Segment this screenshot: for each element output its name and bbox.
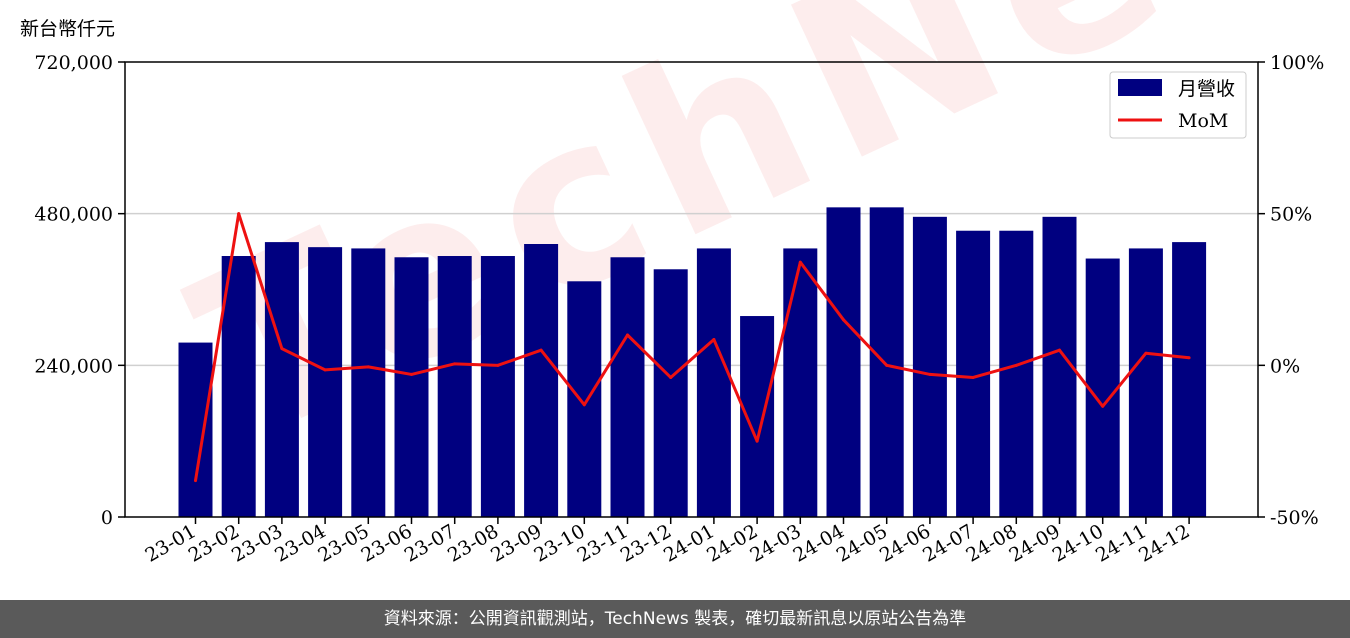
mom-point-23-02 — [237, 212, 241, 216]
revenue-chart: 0 240,000 480,000 720,000 -50% 0% 50% 100% 23-… — [34, 52, 1324, 567]
left-tick-label: 480,000 — [34, 204, 113, 226]
right-tick-label: -50% — [1270, 507, 1319, 529]
legend-label-mom: MoM — [1178, 110, 1228, 132]
bar-24-11 — [1128, 248, 1163, 517]
mom-point-24-05 — [885, 363, 889, 367]
legend-swatch-revenue — [1118, 79, 1162, 96]
mom-point-23-04 — [323, 368, 327, 372]
bar-23-03 — [264, 242, 299, 517]
mom-point-24-07 — [971, 375, 975, 379]
bar-24-12 — [1172, 242, 1207, 517]
left-axis-unit-label: 新台幣仟元 — [20, 18, 116, 40]
legend: 月營收 MoM — [1109, 71, 1247, 139]
bar-24-01 — [696, 248, 731, 517]
mom-point-24-02 — [755, 439, 759, 443]
bar-23-05 — [351, 248, 386, 517]
bar-23-12 — [653, 269, 688, 517]
bar-23-01 — [178, 342, 213, 517]
bar-23-08 — [480, 256, 515, 517]
bar-24-03 — [783, 248, 818, 517]
mom-point-24-10 — [1101, 404, 1105, 408]
source-footer: 資料來源：公開資訊觀測站，TechNews 製表，確切最新訊息以原站公告為準 — [0, 600, 1350, 638]
mom-point-24-09 — [1058, 348, 1061, 352]
mom-point-23-01 — [194, 479, 197, 483]
bar-23-10 — [567, 281, 602, 517]
left-axis: 0 240,000 480,000 720,000 — [34, 52, 125, 529]
right-axis: -50% 0% 50% 100% — [1258, 52, 1324, 529]
mom-line-series — [194, 212, 1191, 483]
mom-point-23-08 — [496, 363, 500, 367]
mom-point-23-05 — [366, 365, 370, 369]
mom-point-23-11 — [626, 333, 629, 337]
right-tick-label: 0% — [1270, 355, 1300, 377]
left-tick-label: 240,000 — [34, 355, 113, 377]
mom-point-24-12 — [1187, 356, 1191, 360]
mom-point-24-11 — [1144, 351, 1148, 355]
right-tick-label: 100% — [1270, 52, 1324, 74]
mom-point-23-06 — [410, 372, 413, 376]
mom-point-24-03 — [798, 260, 802, 264]
mom-point-23-12 — [669, 375, 673, 379]
mom-line — [194, 212, 1190, 481]
left-tick-label: 0 — [101, 507, 113, 529]
right-tick-label: 50% — [1270, 204, 1312, 226]
bar-24-10 — [1085, 258, 1120, 517]
mom-point-23-07 — [453, 362, 457, 366]
bar-series — [178, 207, 1207, 517]
mom-point-24-08 — [1014, 363, 1018, 367]
bar-23-11 — [610, 257, 645, 517]
bar-24-04 — [826, 207, 861, 517]
x-tick-label: 24-12 — [1135, 520, 1193, 566]
bar-23-02 — [221, 256, 256, 517]
mom-point-23-09 — [539, 348, 543, 352]
plot-frame — [124, 61, 1259, 518]
bar-24-08 — [999, 230, 1034, 517]
x-axis: 23-0123-0223-0323-0423-0523-0623-0723-08… — [142, 517, 1194, 567]
bar-24-05 — [869, 207, 904, 517]
mom-point-24-04 — [842, 318, 845, 322]
mom-point-23-10 — [582, 403, 586, 407]
legend-label-revenue: 月營收 — [1178, 78, 1235, 100]
mom-point-24-01 — [712, 338, 716, 342]
left-tick-label: 720,000 — [34, 52, 113, 74]
mom-point-23-03 — [280, 347, 284, 351]
bar-23-06 — [394, 257, 429, 517]
bar-24-06 — [912, 216, 947, 517]
bar-23-09 — [524, 244, 559, 517]
mom-point-24-06 — [928, 372, 932, 376]
bar-23-04 — [308, 247, 343, 517]
bar-23-07 — [437, 256, 472, 517]
